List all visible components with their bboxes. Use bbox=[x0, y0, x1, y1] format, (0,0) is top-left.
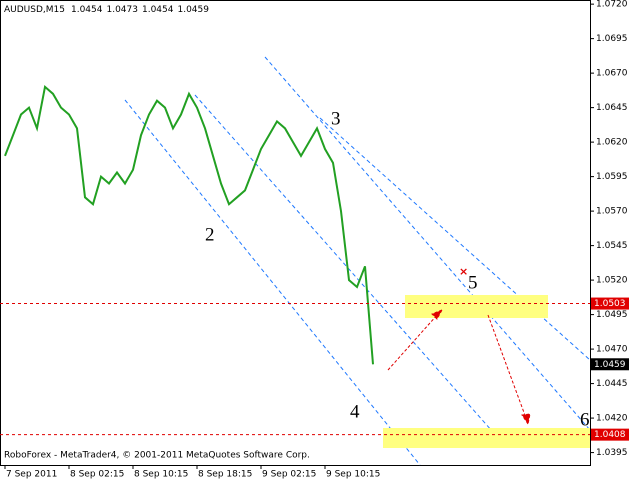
y-tick-label: 1.0445 bbox=[596, 379, 628, 389]
x-tick-label: 8 Sep 02:15 bbox=[70, 470, 124, 480]
x-tick-label: 9 Sep 02:15 bbox=[262, 470, 316, 480]
forecast-arrows bbox=[387, 309, 531, 426]
y-tick-label: 1.0420 bbox=[596, 414, 628, 424]
wave-label: 6 bbox=[580, 409, 590, 430]
quote-close: 1.0459 bbox=[177, 5, 209, 15]
cross-marker: × bbox=[459, 265, 468, 278]
wave-label: 5 bbox=[468, 272, 478, 293]
quote-open: 1.0454 bbox=[71, 5, 103, 15]
price-marker-label: 1.0408 bbox=[594, 430, 626, 440]
y-tick-label: 1.0470 bbox=[596, 345, 628, 355]
channel-line bbox=[264, 56, 591, 431]
chart-header: AUDUSD,M15 1.0454 1.0473 1.0454 1.0459 bbox=[4, 5, 209, 15]
price-marker-box bbox=[591, 428, 629, 441]
arrow-head bbox=[431, 309, 444, 320]
x-tick-label: 9 Sep 10:15 bbox=[326, 470, 380, 480]
quote-low: 1.0454 bbox=[142, 5, 174, 15]
price-line bbox=[4, 85, 374, 365]
wave-label: 2 bbox=[205, 224, 215, 245]
y-tick-label: 1.0395 bbox=[596, 448, 628, 458]
x-tick-label: 7 Sep 2011 bbox=[6, 470, 57, 480]
y-tick-label: 1.0595 bbox=[596, 172, 628, 182]
quote-high: 1.0473 bbox=[106, 5, 138, 15]
channel-line bbox=[124, 99, 421, 466]
y-tick-label: 1.0720 bbox=[596, 0, 628, 10]
price-marker-label: 1.0503 bbox=[594, 299, 626, 309]
y-tick-label: 1.0670 bbox=[596, 69, 628, 79]
footer: RoboForex - MetaTrader4, © 2001-2011 Met… bbox=[4, 451, 310, 461]
price-marker-box bbox=[591, 358, 629, 371]
target-zone bbox=[405, 295, 548, 318]
arrow-head bbox=[521, 413, 531, 426]
y-tick-label: 1.0620 bbox=[596, 138, 628, 148]
y-tick-label: 1.0570 bbox=[596, 207, 628, 217]
wave-label: 3 bbox=[331, 108, 341, 129]
x-tick-label: 8 Sep 10:15 bbox=[134, 470, 188, 480]
y-tick-label: 1.0695 bbox=[596, 34, 628, 44]
arrow bbox=[387, 313, 439, 371]
price-marker-label: 1.0459 bbox=[594, 360, 626, 370]
y-tick-label: 1.0545 bbox=[596, 241, 628, 251]
plot-frame bbox=[0, 0, 591, 466]
symbol: AUDUSD,M15 bbox=[4, 5, 65, 15]
y-tick-label: 1.0645 bbox=[596, 103, 628, 113]
arrow bbox=[487, 314, 527, 419]
wave-label: 4 bbox=[350, 401, 360, 422]
channel-lines bbox=[124, 56, 591, 466]
x-tick-label: 8 Sep 18:15 bbox=[198, 470, 252, 480]
y-tick-label: 1.0520 bbox=[596, 276, 628, 286]
price-marker-box bbox=[591, 297, 629, 310]
data-layer bbox=[4, 85, 374, 365]
channel-line bbox=[319, 117, 591, 361]
y-tick-label: 1.0495 bbox=[596, 310, 628, 320]
target-zone bbox=[383, 428, 590, 448]
